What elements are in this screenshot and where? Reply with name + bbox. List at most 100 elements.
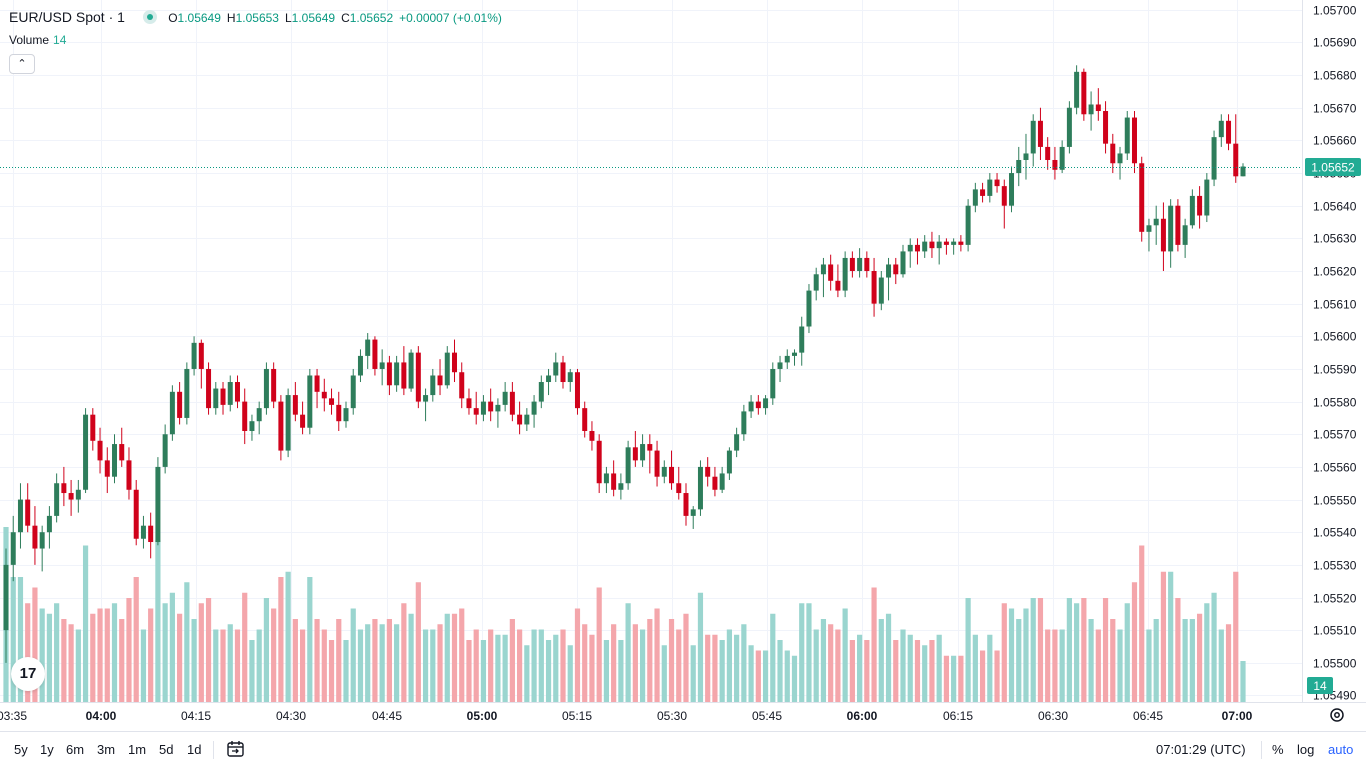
- time-tick-label: 05:45: [752, 709, 782, 723]
- tradingview-logo-icon[interactable]: 17: [11, 657, 45, 691]
- candle-body: [756, 402, 761, 409]
- volume-bar: [423, 630, 428, 703]
- candle-body: [206, 369, 211, 408]
- volume-bar: [770, 614, 775, 702]
- market-status-icon[interactable]: [143, 10, 157, 24]
- volume-bar: [466, 640, 471, 702]
- candle-body: [618, 483, 623, 490]
- price-tick-label: 1.05670: [1313, 102, 1357, 116]
- calendar-goto-icon[interactable]: [226, 740, 246, 758]
- volume-bar: [1096, 630, 1101, 703]
- candle-body: [1045, 147, 1050, 160]
- range-6m-button[interactable]: 6m: [66, 742, 84, 757]
- candle-body: [561, 362, 566, 382]
- candle-body: [1110, 144, 1115, 164]
- volume-bar: [112, 603, 117, 702]
- candle-body: [170, 392, 175, 434]
- range-3m-button[interactable]: 3m: [97, 742, 115, 757]
- volume-bar: [47, 614, 52, 702]
- volume-bar: [1009, 609, 1014, 703]
- candle-body: [510, 392, 515, 415]
- candle-body: [987, 180, 992, 196]
- volume-bar: [669, 619, 674, 702]
- volume-bar: [647, 619, 652, 702]
- volume-bar: [539, 630, 544, 703]
- volume-bar: [524, 645, 529, 702]
- candle-body: [597, 441, 602, 483]
- time-axis[interactable]: 03:3504:0004:1504:3004:4505:0005:1505:30…: [0, 709, 1253, 723]
- gear-icon[interactable]: [1328, 706, 1346, 724]
- log-scale-toggle[interactable]: log: [1297, 742, 1314, 757]
- volume-bar: [322, 630, 327, 703]
- range-1y-button[interactable]: 1y: [40, 742, 54, 757]
- auto-scale-toggle[interactable]: auto: [1328, 742, 1353, 757]
- clock-display[interactable]: 07:01:29 (UTC): [1156, 742, 1246, 757]
- candle-body: [640, 444, 645, 460]
- candle-body: [582, 408, 587, 431]
- candle-body: [872, 271, 877, 304]
- volume-bar: [900, 630, 905, 703]
- candle-body: [532, 402, 537, 415]
- volume-bar: [394, 624, 399, 702]
- volume-bar: [597, 588, 602, 703]
- symbol-legend[interactable]: EUR/USD Spot · 1 O1.05649H1.05653L1.0564…: [9, 9, 508, 25]
- volume-bar: [748, 645, 753, 702]
- candle-body: [315, 375, 320, 391]
- candle-body: [1139, 163, 1144, 232]
- volume-legend[interactable]: Volume 14: [9, 33, 66, 47]
- candle-body: [286, 395, 291, 451]
- candle-body: [604, 473, 609, 483]
- volume-bar: [155, 540, 160, 702]
- volume-bar: [235, 630, 240, 703]
- volume-bar: [604, 640, 609, 702]
- candle-body: [4, 565, 9, 630]
- candle-body: [770, 369, 775, 398]
- candle-body: [1161, 219, 1166, 252]
- volume-bar: [271, 609, 276, 703]
- time-tick-label: 03:35: [0, 709, 27, 723]
- candle-body: [61, 483, 66, 493]
- range-1d-button[interactable]: 1d: [187, 742, 201, 757]
- price-chart[interactable]: 1.057001.056901.056801.056701.056601.056…: [0, 0, 1366, 730]
- price-tick-label: 1.05550: [1313, 494, 1357, 508]
- volume-bar: [1132, 582, 1137, 702]
- volume-bar: [300, 630, 305, 703]
- range-5d-button[interactable]: 5d: [159, 742, 173, 757]
- volume-label: Volume: [9, 33, 49, 47]
- range-5y-button[interactable]: 5y: [14, 742, 28, 757]
- price-axis[interactable]: 1.057001.056901.056801.056701.056601.056…: [1313, 4, 1357, 703]
- candle-body: [647, 444, 652, 451]
- volume-bars: [3, 527, 1245, 702]
- symbol-title[interactable]: EUR/USD Spot · 1: [9, 9, 125, 25]
- volume-bar: [329, 640, 334, 702]
- candle-body: [40, 532, 45, 548]
- volume-bar: [336, 619, 341, 702]
- range-1m-button[interactable]: 1m: [128, 742, 146, 757]
- volume-bar: [1190, 619, 1195, 702]
- volume-bar: [40, 609, 45, 703]
- volume-value: 14: [53, 33, 66, 47]
- volume-bar: [488, 630, 493, 703]
- candle-body: [1204, 180, 1209, 216]
- percent-scale-toggle[interactable]: %: [1272, 742, 1284, 757]
- candle-body: [11, 532, 16, 565]
- volume-bar: [734, 635, 739, 702]
- volume-bar: [662, 645, 667, 702]
- candle-body: [922, 242, 927, 252]
- collapse-legend-button[interactable]: ⌃: [9, 54, 35, 74]
- volume-bar: [929, 640, 934, 702]
- volume-bar: [1168, 572, 1173, 702]
- candle-body: [1103, 111, 1108, 144]
- volume-bar: [76, 630, 81, 703]
- candle-body: [915, 245, 920, 252]
- volume-bar: [1226, 624, 1231, 702]
- candle-body: [1168, 206, 1173, 252]
- volume-bar: [705, 635, 710, 702]
- candle-body: [423, 395, 428, 402]
- volume-bar: [1067, 598, 1072, 702]
- time-tick-label: 07:00: [1222, 709, 1253, 723]
- volume-bar: [640, 630, 645, 703]
- volume-bar: [799, 603, 804, 702]
- candle-body: [1175, 206, 1180, 245]
- volume-bar: [1023, 609, 1028, 703]
